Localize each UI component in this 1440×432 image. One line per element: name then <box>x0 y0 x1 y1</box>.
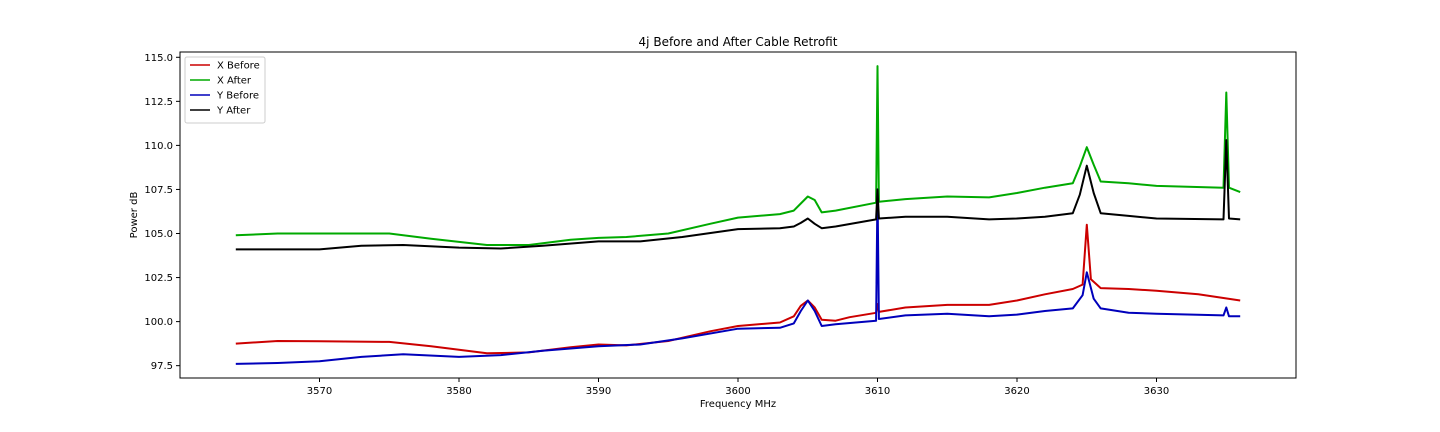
legend-box <box>184 56 266 124</box>
y-tick-label: 97.5 <box>151 361 173 372</box>
y-tick-label: 105.0 <box>144 229 173 240</box>
x-axis-label: Frequency MHz <box>700 399 776 410</box>
x-axis: 3570 3580 3590 3600 3610 3620 3630 <box>307 378 1169 397</box>
series-line-y-before <box>235 188 1241 365</box>
legend-entry-label: Y After <box>216 106 251 117</box>
y-tick-label: 107.5 <box>144 185 173 196</box>
x-tick-label: 3600 <box>725 386 750 397</box>
legend-entry-label: Y Before <box>216 91 259 102</box>
legend-entry-label: X Before <box>217 61 260 72</box>
y-tick-label: 100.0 <box>144 317 173 328</box>
legend-entry-label: X After <box>217 76 252 87</box>
x-tick-label: 3620 <box>1004 386 1029 397</box>
y-tick-label: 102.5 <box>144 273 173 284</box>
y-tick-label: 110.0 <box>144 141 173 152</box>
x-tick-label: 3610 <box>865 386 890 397</box>
y-tick-label: 112.5 <box>144 97 173 108</box>
legend: X Before X After Y Before Y After <box>184 56 266 124</box>
y-axis-label: Power dB <box>129 192 140 239</box>
series-line-x-after <box>235 65 1241 246</box>
y-axis: 97.5 100.0 102.5 105.0 107.5 110.0 112.5 115.0 <box>144 53 180 372</box>
x-tick-label: 3570 <box>307 386 332 397</box>
chart-title: 4j Before and After Cable Retrofit <box>639 35 838 49</box>
series-line-y-after <box>235 139 1241 251</box>
x-tick-label: 3590 <box>586 386 611 397</box>
y-tick-label: 115.0 <box>144 53 173 64</box>
x-tick-label: 3580 <box>446 386 471 397</box>
x-tick-label: 3630 <box>1144 386 1169 397</box>
plot-lines <box>235 65 1241 365</box>
